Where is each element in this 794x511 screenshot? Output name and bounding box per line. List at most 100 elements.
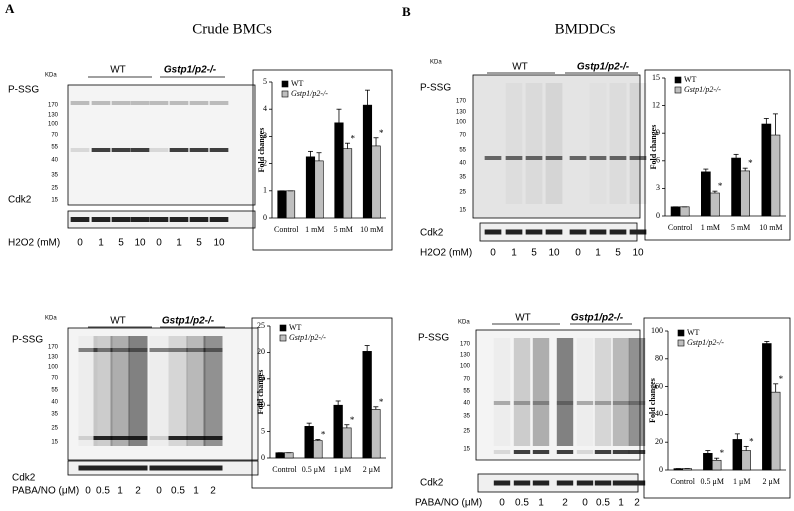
lane-label: 10 [632,248,644,259]
significance-mark: * [351,133,356,143]
blot-band [128,348,148,352]
significance-mark: * [748,158,753,168]
loading-band [130,217,150,222]
lane-label: 0 [582,498,588,509]
mw-marker: 35 [51,412,58,418]
blot-band [525,156,543,160]
x-tick-label: 1 mM [305,225,324,234]
blot-band [149,148,169,152]
mw-marker: 100 [48,365,59,371]
x-tick-label: Control [671,477,696,486]
lane-label: 0.5 [171,486,185,497]
lane-label: 10 [213,238,225,249]
bar [305,156,316,219]
y-tick-label: 3 [263,131,267,140]
bar [362,351,372,459]
mw-marker: 40 [463,401,470,407]
lane-label: 1 [595,248,601,259]
bar [732,439,743,471]
blot-probe: P-SSG [420,83,451,94]
mw-marker: 130 [460,353,471,359]
blot-treatment: PABA/NO (μM) [12,486,79,497]
bar [334,122,344,219]
mw-marker: 25 [463,429,470,435]
mw-marker: 70 [51,376,58,382]
lane-label: 1 [193,486,199,497]
lane-label: 5 [196,238,202,249]
chart-frame [643,317,791,499]
mw-marker: 35 [463,414,470,420]
legend-swatch [677,329,685,337]
loading-band [110,465,130,471]
x-tick-label: 1 μM [733,477,750,486]
mw-marker: 40 [51,400,58,406]
mw-marker: 170 [48,103,59,109]
bar [313,440,323,459]
bar [700,171,711,217]
blot-band [209,101,229,105]
blot-smear [110,336,130,446]
blot-band [545,156,563,160]
group-label: Gstp1/p2-/- [164,65,217,76]
loading-band [589,229,607,235]
blot-band [594,450,612,454]
loading-band [628,480,646,486]
y-tick-label: 0 [263,213,267,222]
significance-mark: * [321,430,326,440]
blot-kda: KDa [430,60,442,66]
y-tick-label: 3 [656,183,660,192]
x-tick-label: Control [272,465,297,474]
blot-band [91,101,111,105]
y-tick-label: 12 [652,100,660,109]
mw-marker: 15 [51,440,58,446]
loading-band [513,480,531,486]
blot-membrane [472,74,641,219]
lane-label: 0 [490,248,496,259]
bar [371,145,381,219]
blot-smear [128,336,148,446]
loading-band [93,465,113,471]
y-tick-label: 10 [257,400,265,409]
lane-label: 5 [531,248,537,259]
blot-band [130,101,150,105]
legend-swatch [279,324,287,332]
blot-smear [556,338,574,446]
loading-band [189,217,209,222]
loading-band [186,465,206,471]
bar [762,343,772,471]
panel-label: A [5,1,15,16]
blot-band [128,436,148,440]
blot-smear [513,338,531,446]
blot-band [628,450,646,454]
y-tick-label: 0 [656,211,660,220]
blot-band [203,348,223,352]
mw-marker: 170 [460,342,471,348]
lane-label: 0 [499,498,505,509]
blot-membrane [67,84,256,206]
x-tick-label: 1 mM [701,223,720,232]
y-tick-label: 15 [652,73,660,82]
bar [731,157,741,217]
mw-marker: 100 [460,364,471,370]
legend-swatch [677,339,685,347]
loading-band [203,465,223,471]
y-tick-label: 2 [263,158,267,167]
blot-smear [577,338,593,446]
loading-band [569,229,587,235]
bar [333,404,343,459]
loading-band [545,229,563,235]
loading-band [149,465,169,471]
loading-band [612,480,630,486]
y-tick-label: 5 [261,426,265,435]
y-tick-label: 4 [263,104,267,113]
blot-treatment: H2O2 (mM) [8,238,60,249]
legend-label: WT [684,75,697,84]
x-tick-label: 0.5 μM [701,477,724,486]
lane-label: 10 [134,238,146,249]
bar [371,409,381,459]
panel-title: Crude BMCs [192,21,272,37]
bar [342,148,353,219]
bar [679,206,690,217]
mw-marker: 55 [463,389,470,395]
significance-mark: * [350,415,355,425]
